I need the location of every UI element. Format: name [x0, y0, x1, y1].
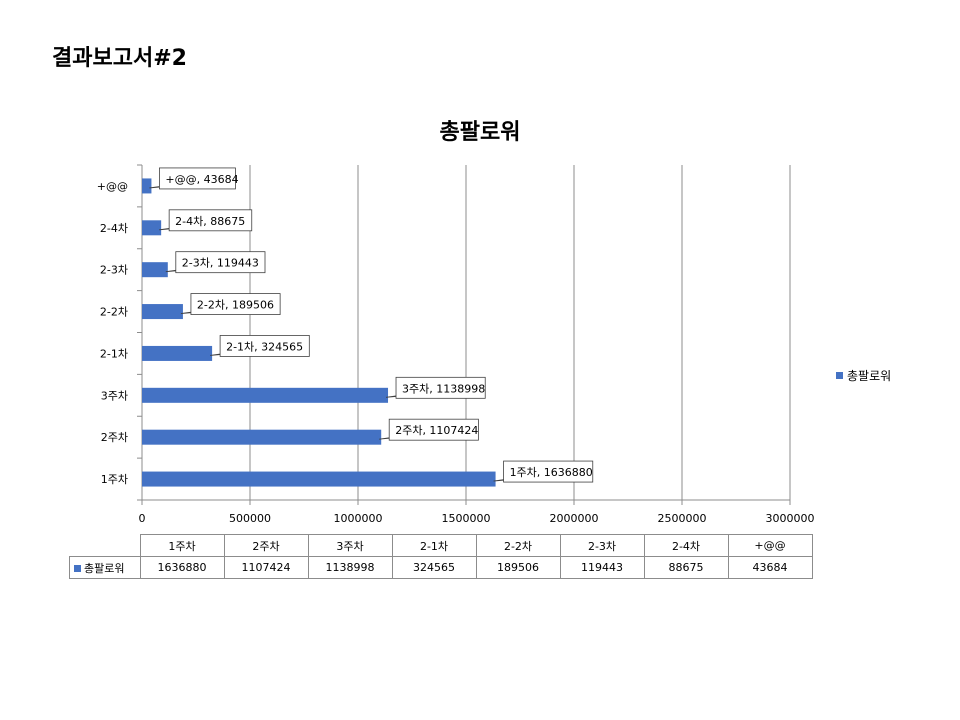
y-tick-label: 2-2차: [100, 306, 128, 319]
data-label-box: [168, 209, 253, 232]
data-label-box: [395, 376, 486, 399]
data-table-cell: 189506: [475, 556, 561, 579]
legend: 총팔로워: [836, 367, 891, 384]
x-tick-label: 2500000: [658, 512, 707, 525]
bar: [142, 429, 382, 445]
data-label-box: [219, 335, 310, 357]
data-label: 3주차, 1138998: [402, 382, 485, 395]
x-tick-label: 3000000: [766, 512, 815, 525]
data-table-value-row: 총팔로워 1636880 1107424 1138998 324565 1895…: [69, 556, 813, 579]
data-table-cell: 324565: [391, 556, 477, 579]
grid-lines: [249, 165, 791, 500]
data-table-header: 2-3차: [559, 534, 645, 557]
data-table-header: 2-2차: [475, 534, 561, 557]
data-table-cell: 43684: [727, 556, 813, 579]
bar: [142, 387, 389, 403]
x-tick-label: 0: [139, 512, 146, 525]
y-tick-label: 3주차: [101, 389, 128, 402]
data-table-cell: 119443: [559, 556, 645, 579]
data-table-header: 2주차: [223, 534, 309, 557]
data-table: 1주차 2주차 3주차 2-1차 2-2차 2-3차 2-4차 +@@ 총팔로워…: [69, 534, 813, 579]
data-label: 2-3차, 119443: [182, 257, 259, 270]
data-table-cell: 1107424: [223, 556, 309, 579]
data-table-header: 3주차: [307, 534, 393, 557]
data-table-header: 2-1차: [391, 534, 477, 557]
bar: [142, 471, 496, 487]
page-title: 결과보고서#2: [52, 46, 187, 71]
y-tick-label: 2-3차: [100, 264, 128, 277]
data-table-cell: 88675: [643, 556, 729, 579]
data-table-header-row: 1주차 2주차 3주차 2-1차 2-2차 2-3차 2-4차 +@@: [69, 534, 813, 557]
data-table-header: 1주차: [139, 534, 225, 557]
legend-swatch: [836, 372, 843, 379]
x-tick-label: 500000: [229, 512, 271, 525]
data-table-corner: [69, 534, 141, 557]
data-table-header: +@@: [727, 534, 813, 557]
series-name: 총팔로워: [84, 561, 125, 575]
data-label: 2-4차, 88675: [175, 215, 245, 228]
data-label: +@@, 43684: [165, 173, 238, 186]
y-tick-label: 2-4차: [100, 222, 128, 235]
x-tick-label: 2000000: [550, 512, 599, 525]
data-label: 1주차, 1636880: [510, 466, 593, 479]
y-tick-label: 1주차: [101, 473, 128, 486]
data-label-box: [190, 293, 281, 315]
data-label: 2-2차, 189506: [197, 299, 274, 312]
data-table-cell: 1138998: [307, 556, 393, 579]
bar: [142, 345, 213, 361]
data-label-box: [175, 251, 266, 274]
data-label: 2주차, 1107424: [395, 424, 478, 437]
series-swatch: [74, 565, 81, 572]
data-table-cell: 1636880: [139, 556, 225, 579]
y-tick-label: 2주차: [101, 431, 128, 444]
x-tick-label: 1000000: [334, 512, 383, 525]
bars: [142, 178, 496, 487]
bar: [142, 304, 183, 320]
bar: [142, 262, 168, 278]
data-table-header: 2-4차: [643, 534, 729, 557]
data-labels: 1주차, 1636880 2주차, 1107424 3주차, 1138998 2-1차…: [149, 167, 594, 483]
data-label: 2-1차, 324565: [226, 340, 303, 353]
bar: [142, 220, 162, 236]
data-table-series-label: 총팔로워: [69, 556, 141, 579]
data-label-box: [159, 167, 236, 190]
y-tick-label: +@@: [97, 180, 128, 193]
data-label-box: [503, 460, 594, 483]
data-label-box: [388, 418, 479, 441]
x-tick-label: 1500000: [442, 512, 491, 525]
chart-title: 총팔로워: [439, 120, 521, 145]
y-tick-label: 2-1차: [100, 347, 128, 360]
bar: [142, 178, 152, 194]
legend-label: 총팔로워: [847, 369, 892, 383]
